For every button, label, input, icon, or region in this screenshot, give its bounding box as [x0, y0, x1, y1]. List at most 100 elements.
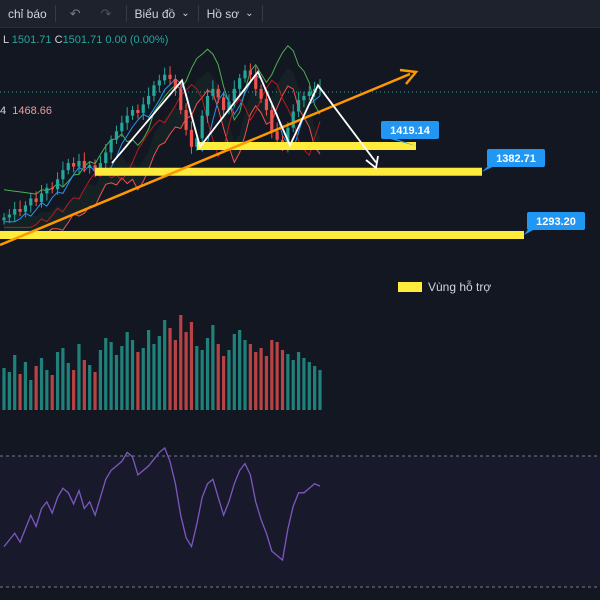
legend-swatch — [398, 282, 422, 292]
candle-body — [307, 91, 311, 96]
volume-bar — [173, 340, 177, 410]
toolbar-divider — [125, 5, 127, 22]
price-callout-box — [527, 212, 585, 230]
volume-bar — [72, 370, 76, 410]
indicators-button[interactable]: chỉ báo — [0, 0, 55, 27]
rsi-band-fill — [0, 456, 600, 587]
change-value: 0.00 (0.00%) — [105, 34, 169, 46]
candle-body — [254, 74, 258, 89]
candle-body — [104, 152, 108, 164]
volume-bar — [88, 365, 92, 410]
close-label: C — [54, 34, 63, 46]
candle-body — [216, 88, 220, 98]
candle-body — [205, 95, 210, 116]
candle-body — [72, 163, 76, 167]
volume-bar — [82, 360, 86, 410]
candle-body — [157, 80, 161, 86]
volume-bar — [93, 372, 97, 410]
candle-body — [168, 74, 172, 79]
volume-bar — [227, 350, 231, 410]
volume-bar — [136, 352, 140, 410]
volume-bar — [211, 325, 215, 410]
volume-bar — [259, 348, 263, 410]
candle-body — [125, 115, 129, 123]
candle-body — [55, 179, 60, 190]
rsi-line — [3, 446, 321, 562]
candle-body — [238, 78, 242, 89]
ichimoku-span-b-line — [3, 85, 321, 238]
volume-bar — [157, 336, 161, 410]
volume-bar — [232, 334, 236, 410]
volume-bar — [152, 344, 156, 410]
candle-body — [189, 129, 194, 147]
volume-bar — [296, 352, 301, 410]
candle-body — [195, 138, 199, 147]
volume-bar — [114, 355, 119, 410]
candle-body — [163, 74, 167, 81]
price-callout-box — [381, 121, 439, 139]
volume-bar — [270, 340, 274, 410]
candle-body — [173, 78, 177, 89]
chart-menu-button[interactable]: Biểu đồ ⌄ — [127, 0, 198, 27]
volume-bar — [66, 363, 70, 410]
indicators-label: chỉ báo — [8, 6, 47, 21]
redo-button[interactable]: ↷ — [95, 0, 126, 27]
chevron-down-icon: ⌄ — [181, 8, 190, 19]
volume-bar — [168, 328, 172, 410]
candle-body — [296, 100, 301, 112]
volume-bar — [200, 350, 204, 410]
candle-body — [34, 198, 38, 202]
volume-bar — [130, 340, 135, 410]
candle-body — [61, 170, 65, 180]
undo-button[interactable]: ↶ — [56, 0, 95, 27]
support-zone-bar — [197, 142, 416, 150]
volume-bar — [254, 352, 258, 410]
profile-menu-button[interactable]: Hồ sơ ⌄ — [199, 0, 262, 27]
candle-body — [82, 160, 86, 169]
volume-bar — [77, 344, 81, 410]
toolbar-divider — [261, 5, 263, 22]
volume-bar — [307, 362, 311, 410]
candle-body — [93, 165, 97, 171]
candle-body — [248, 70, 252, 75]
volume-bar — [238, 330, 242, 410]
candle-body — [291, 111, 295, 128]
volume-bar — [7, 372, 11, 410]
volume-bar — [98, 350, 103, 410]
low-value: 1501.71 — [11, 34, 52, 46]
volume-bar — [221, 356, 226, 410]
volume-bar — [104, 338, 108, 410]
volume-bar — [23, 362, 28, 410]
candle-body — [109, 139, 113, 153]
volume-bar — [120, 346, 124, 410]
candle-body — [221, 97, 226, 111]
candle-body — [152, 85, 156, 96]
volume-bar — [243, 340, 247, 410]
candle-body — [130, 110, 135, 116]
candle-body — [270, 110, 274, 132]
candle-body — [7, 214, 11, 218]
volume-bar — [313, 366, 317, 410]
volume-bar — [61, 348, 65, 410]
volume-bar — [179, 315, 183, 410]
price-callout-label: 1419.14 — [390, 125, 431, 137]
candle-body — [227, 101, 231, 111]
price-callout-box — [487, 149, 545, 167]
volume-bar — [302, 358, 306, 410]
price-callout-label: 1382.71 — [496, 153, 536, 165]
low-label: L — [3, 34, 9, 46]
candle-body — [259, 88, 263, 99]
candle-body — [120, 122, 124, 132]
candle-body — [50, 187, 54, 190]
volume-bar — [55, 352, 60, 410]
volume-bar — [147, 330, 151, 410]
volume-bar — [141, 348, 145, 410]
indicator-prefix: 4 — [0, 105, 7, 117]
volume-bar — [205, 338, 210, 410]
toolbar-divider — [197, 5, 199, 22]
volume-bar — [34, 366, 38, 410]
candle-body — [184, 110, 188, 130]
volume-bar — [184, 332, 188, 410]
pattern-arrow-head — [365, 155, 379, 170]
